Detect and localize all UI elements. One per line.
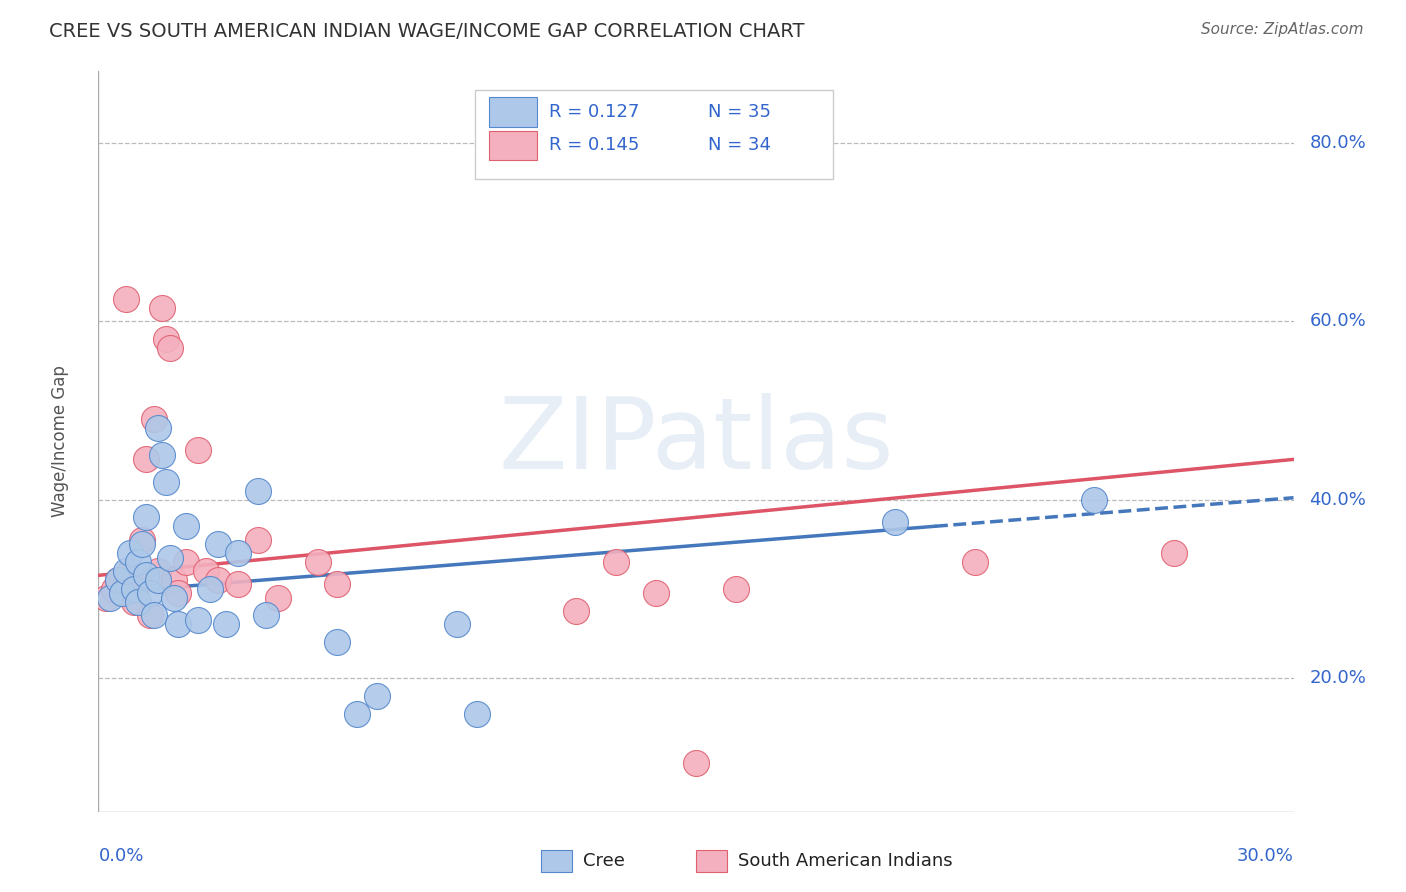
Point <box>207 573 229 587</box>
Point <box>1083 492 1105 507</box>
Point <box>198 582 221 596</box>
Point <box>167 617 190 632</box>
Point <box>103 582 125 596</box>
Point <box>195 564 218 578</box>
Point <box>111 586 134 600</box>
Point <box>143 412 166 426</box>
Text: Cree: Cree <box>583 852 626 871</box>
Point <box>685 756 707 770</box>
Point <box>120 564 142 578</box>
Point <box>159 341 181 355</box>
Text: South American Indians: South American Indians <box>738 852 953 871</box>
Point <box>135 452 157 467</box>
Text: R = 0.145: R = 0.145 <box>548 136 640 154</box>
Point <box>1163 546 1185 560</box>
Point <box>724 582 747 596</box>
Point <box>98 591 122 605</box>
Point <box>143 608 166 623</box>
Point <box>107 573 129 587</box>
Text: 20.0%: 20.0% <box>1309 669 1367 687</box>
Point <box>111 586 134 600</box>
Point <box>565 604 588 618</box>
Text: N = 35: N = 35 <box>709 103 770 121</box>
Point <box>207 537 229 551</box>
Point <box>131 537 153 551</box>
Point <box>163 591 186 605</box>
Point <box>963 555 986 569</box>
Text: N = 34: N = 34 <box>709 136 770 154</box>
Point <box>163 573 186 587</box>
Point <box>135 568 157 582</box>
Text: 40.0%: 40.0% <box>1309 491 1367 508</box>
Point <box>127 555 149 569</box>
Point <box>127 577 149 591</box>
Point <box>107 573 129 587</box>
Text: Wage/Income Gap: Wage/Income Gap <box>51 366 69 517</box>
Point <box>174 519 197 533</box>
FancyBboxPatch shape <box>489 130 537 161</box>
Point <box>124 595 146 609</box>
Point <box>155 475 177 489</box>
Point <box>115 292 138 306</box>
Point <box>215 617 238 632</box>
Point <box>226 577 249 591</box>
Text: ZIPatlas: ZIPatlas <box>498 393 894 490</box>
Point <box>150 301 173 315</box>
Point <box>605 555 627 569</box>
Point <box>131 533 153 547</box>
Point <box>159 550 181 565</box>
Point <box>326 577 349 591</box>
Point <box>120 546 142 560</box>
Point <box>446 617 468 632</box>
Point <box>326 635 349 649</box>
Point <box>267 591 290 605</box>
Text: CREE VS SOUTH AMERICAN INDIAN WAGE/INCOME GAP CORRELATION CHART: CREE VS SOUTH AMERICAN INDIAN WAGE/INCOM… <box>49 22 804 41</box>
Text: 30.0%: 30.0% <box>1237 847 1294 865</box>
Point <box>226 546 249 560</box>
Point <box>167 586 190 600</box>
Point <box>148 421 170 435</box>
Point <box>645 586 668 600</box>
Point <box>187 443 209 458</box>
Point <box>884 515 907 529</box>
Point <box>148 573 170 587</box>
Text: 0.0%: 0.0% <box>98 847 143 865</box>
Point <box>148 564 170 578</box>
Text: R = 0.127: R = 0.127 <box>548 103 640 121</box>
Point <box>346 706 368 721</box>
Point <box>115 564 138 578</box>
Point <box>139 608 162 623</box>
Point <box>127 595 149 609</box>
Point <box>187 613 209 627</box>
Text: 80.0%: 80.0% <box>1309 134 1367 152</box>
Point <box>246 533 269 547</box>
Point <box>307 555 329 569</box>
Point <box>150 448 173 462</box>
FancyBboxPatch shape <box>489 97 537 127</box>
Point <box>366 689 388 703</box>
Point <box>96 591 118 605</box>
FancyBboxPatch shape <box>475 90 834 178</box>
Point <box>135 510 157 524</box>
Text: 60.0%: 60.0% <box>1309 312 1367 330</box>
Point <box>174 555 197 569</box>
Point <box>254 608 277 623</box>
Point <box>465 706 488 721</box>
Text: Source: ZipAtlas.com: Source: ZipAtlas.com <box>1201 22 1364 37</box>
Point <box>139 586 162 600</box>
Point <box>246 483 269 498</box>
Point <box>155 332 177 346</box>
Point <box>124 582 146 596</box>
